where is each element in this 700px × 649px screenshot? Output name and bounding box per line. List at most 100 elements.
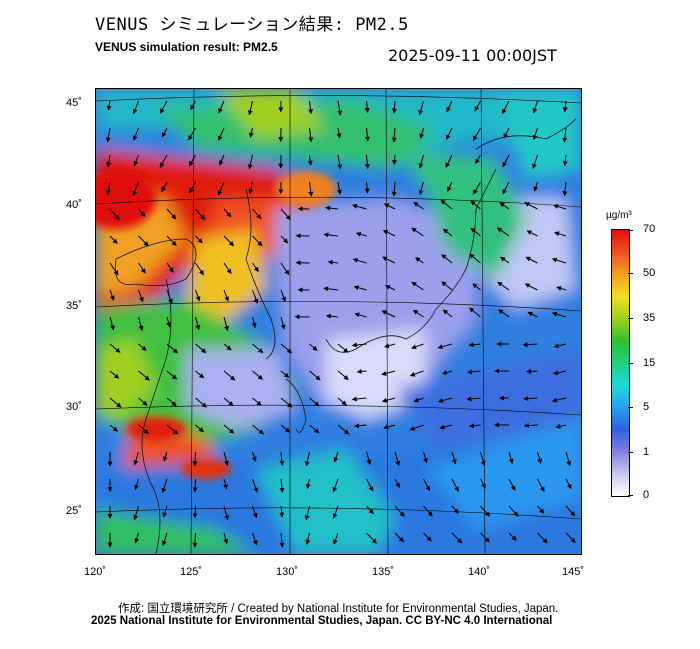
wind-arrow	[419, 127, 425, 139]
wind-arrow	[451, 478, 459, 492]
wind-arrow	[441, 254, 453, 264]
wind-arrow	[223, 289, 229, 302]
wind-arrow	[337, 397, 347, 406]
wind-arrow	[323, 286, 339, 292]
wind-arrow	[366, 478, 374, 492]
wind-arrow	[472, 127, 481, 141]
wind-arrow	[166, 235, 177, 247]
wind-arrow	[132, 100, 139, 115]
lon-label-130: 130˚	[276, 566, 299, 578]
wind-arrow	[192, 451, 198, 467]
wind-arrow	[252, 424, 264, 435]
wind-arrow	[252, 262, 259, 273]
wind-arrow	[412, 309, 424, 318]
colorbar-label-0: 0	[643, 489, 650, 501]
wind-arrow	[437, 397, 453, 403]
wind-arrow	[323, 232, 339, 238]
wind-arrow	[304, 505, 310, 521]
wind-arrow	[554, 231, 567, 237]
wind-arrow	[445, 154, 453, 168]
wind-arrow	[247, 100, 253, 116]
wind-arrow	[480, 451, 486, 467]
wind-arrow	[498, 309, 510, 318]
wind-arrow	[280, 370, 290, 378]
wind-arrow	[309, 424, 320, 434]
wind-arrow	[251, 316, 257, 329]
wind-arrow	[381, 370, 396, 376]
wind-arrow	[499, 202, 510, 210]
wind-arrow	[551, 311, 567, 318]
wind-arrow	[279, 478, 285, 493]
wind-arrow	[337, 343, 349, 353]
wind-arrow	[441, 281, 453, 291]
wind-arrow	[133, 154, 139, 167]
wind-arrow	[409, 370, 424, 377]
forecast-timestamp: 2025-09-11 00:00JST	[388, 46, 557, 65]
wind-arrow	[366, 532, 377, 544]
wind-arrow	[280, 424, 291, 433]
wind-arrow	[189, 181, 196, 194]
wind-arrow	[166, 370, 178, 380]
wind-arrow	[166, 424, 179, 435]
wind-arrow	[305, 532, 311, 545]
colorbar-label-15: 15	[643, 357, 656, 369]
wind-arrow	[537, 505, 545, 514]
wind-arrow	[252, 397, 262, 406]
wind-arrow	[190, 100, 196, 111]
wind-arrow	[333, 451, 339, 463]
wind-arrow	[188, 127, 196, 141]
wind-arrow	[162, 505, 168, 518]
wind-arrow	[423, 505, 433, 517]
wind-arrow	[195, 370, 205, 379]
wind-arrow	[496, 227, 510, 237]
wind-arrow	[192, 532, 198, 548]
wind-arrow	[551, 397, 567, 403]
wind-arrow	[159, 154, 168, 169]
wind-arrow	[327, 259, 339, 265]
wind-arrow	[537, 451, 542, 464]
wind-arrow	[252, 478, 259, 493]
wind-arrow	[251, 451, 257, 462]
wind-arrow	[223, 505, 230, 521]
wind-arrow	[439, 424, 453, 430]
wind-arrow	[109, 397, 122, 408]
wind-arrow	[109, 208, 120, 220]
lon-label-135: 135˚	[372, 566, 395, 578]
wind-arrow	[472, 283, 481, 291]
wind-arrow	[413, 202, 424, 210]
lat-label-30: 30˚	[66, 401, 82, 413]
wind-arrow	[532, 100, 538, 114]
wind-arrow	[195, 316, 201, 331]
wind-arrow	[195, 289, 201, 302]
wind-arrow	[384, 285, 396, 291]
wind-arrow	[162, 451, 168, 462]
wind-arrow	[473, 181, 481, 195]
wind-arrow	[502, 100, 510, 115]
wind-arrow	[132, 181, 139, 196]
colorbar-tickmark	[628, 318, 633, 319]
colorbar-label-70: 70	[643, 223, 656, 235]
wind-arrow	[223, 262, 232, 275]
wind-arrow	[160, 100, 168, 114]
wind-arrow	[418, 154, 424, 169]
wind-arrow	[337, 154, 343, 170]
wind-arrow	[109, 316, 115, 331]
wind-arrow	[106, 154, 112, 168]
wind-arrow	[308, 127, 314, 143]
wind-arrow	[508, 478, 516, 491]
wind-arrow	[451, 505, 459, 514]
colorbar-tickmark	[628, 363, 633, 364]
map-canvas	[96, 89, 581, 554]
wind-arrow	[280, 343, 293, 354]
wind-arrow	[562, 154, 568, 167]
wind-arrow	[423, 532, 432, 542]
wind-arrow	[279, 451, 285, 466]
wind-arrow	[336, 127, 342, 139]
wind-arrow	[356, 369, 367, 374]
wind-arrow	[382, 256, 396, 264]
wind-arrow	[133, 451, 139, 466]
wind-arrow	[366, 505, 374, 515]
wind-arrow	[247, 154, 253, 170]
wind-arrow	[309, 343, 318, 351]
wind-arrow	[480, 478, 486, 489]
